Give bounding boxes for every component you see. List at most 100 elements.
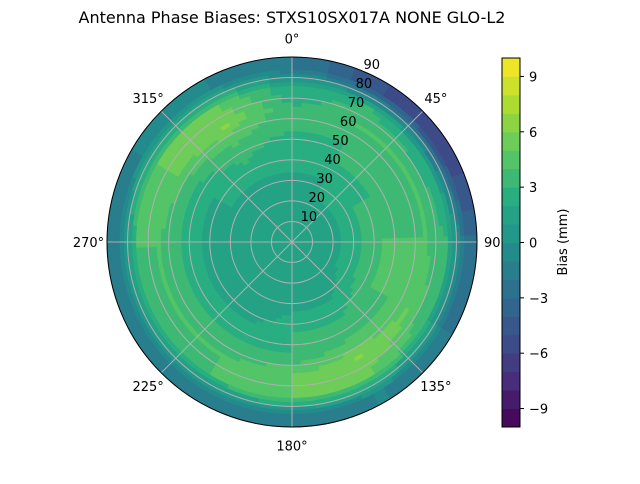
contour-cell (345, 236, 349, 240)
contour-cell (292, 328, 298, 332)
contour-cell (341, 236, 345, 240)
contour-cell (292, 106, 301, 110)
contour-cell (284, 185, 288, 189)
contour-cell (288, 299, 292, 303)
contour-cell (239, 244, 243, 248)
contour-cell (292, 394, 303, 398)
contour-cell (378, 233, 383, 239)
contour-cell (292, 90, 303, 94)
contour-cell (282, 377, 292, 381)
contour-cell (279, 418, 292, 423)
colorbar-band (502, 169, 520, 188)
contour-cell (292, 131, 300, 135)
colorbar-band (502, 76, 520, 95)
contour-cell (337, 237, 341, 241)
contour-cell (292, 168, 297, 172)
colorbar-band (502, 132, 520, 151)
contour-cell (283, 369, 292, 373)
contour-cell (292, 332, 299, 336)
contour-cell (234, 244, 238, 248)
theta-tick-label: 270° (73, 236, 104, 251)
colorbar-band (502, 113, 520, 132)
contour-cell (283, 373, 292, 377)
contour-cell (295, 291, 299, 295)
radial-tick-label: 30 (316, 172, 333, 187)
contour-cell (281, 398, 292, 402)
contour-cell (366, 245, 370, 251)
contour-cell (288, 189, 292, 193)
contour-cell (292, 369, 301, 373)
colorbar-tick-label: −9 (529, 403, 548, 418)
contour-cell (218, 234, 222, 239)
contour-cell (287, 312, 292, 316)
contour-cell (283, 110, 292, 114)
contour-cell (286, 328, 292, 332)
contour-cell (292, 398, 303, 402)
contour-cell (288, 184, 292, 188)
contour-cell (284, 353, 292, 357)
contour-cell (285, 336, 292, 340)
colorbar-band (502, 206, 520, 225)
contour-cell (281, 86, 292, 90)
contour-cell (296, 295, 300, 299)
contour-cell (288, 295, 292, 299)
contour-cell (281, 394, 292, 398)
colorbar-tick-label: 0 (529, 237, 537, 252)
contour-cell (218, 244, 222, 249)
contour-cell (366, 234, 370, 240)
contour-cell (279, 61, 292, 66)
contour-cell (292, 123, 300, 127)
radial-tick-label: 10 (301, 210, 318, 225)
colorbar-tick-label: −3 (529, 292, 548, 307)
contour-cell (292, 65, 304, 70)
contour-cell (285, 332, 292, 336)
colorbar-band (502, 261, 520, 280)
contour-cell (292, 390, 303, 394)
contour-cell (288, 180, 292, 184)
colorbar-band (502, 372, 520, 391)
contour-cell (362, 244, 366, 249)
contour-cell (285, 189, 289, 193)
contour-cell (284, 123, 292, 127)
radial-tick-label: 50 (332, 134, 349, 149)
colorbar-band (502, 95, 520, 114)
contour-cell (292, 69, 304, 74)
contour-cell (281, 390, 292, 394)
contour-cell (282, 102, 292, 106)
contour-cell (285, 147, 292, 151)
contour-cell (295, 287, 299, 291)
theta-tick-label: 225° (132, 380, 163, 395)
colorbar-band (502, 187, 520, 206)
contour-cell (292, 414, 304, 419)
contour-cell (292, 349, 300, 353)
contour-cell (287, 316, 292, 320)
contour-cell (222, 235, 226, 240)
contour-cell (284, 349, 292, 353)
contour-cell (292, 316, 297, 320)
contour-cell (287, 308, 292, 312)
radial-tick-label: 20 (308, 191, 325, 206)
contour-cell (292, 353, 300, 357)
contour-cell (292, 410, 304, 415)
contour-cell (284, 127, 292, 131)
contour-cell (292, 152, 298, 156)
contour-cell (222, 244, 226, 249)
radial-tick-label: 70 (348, 96, 365, 111)
contour-cell (292, 287, 295, 291)
contour-cell (289, 193, 292, 197)
contour-cell (280, 410, 292, 415)
colorbar-band (502, 409, 520, 428)
contour-cell (292, 312, 297, 316)
contour-cell (292, 172, 297, 176)
contour-cell (292, 102, 302, 106)
contour-cell (292, 61, 305, 66)
contour-cell (357, 235, 361, 240)
colorbar-band (502, 353, 520, 372)
contour-cell (285, 143, 292, 147)
colorbar-label: Bias (mm) (556, 209, 571, 276)
contour-cell (292, 377, 302, 381)
contour-cell (214, 245, 218, 251)
contour-cell (281, 82, 292, 86)
contour-cell (284, 131, 292, 135)
